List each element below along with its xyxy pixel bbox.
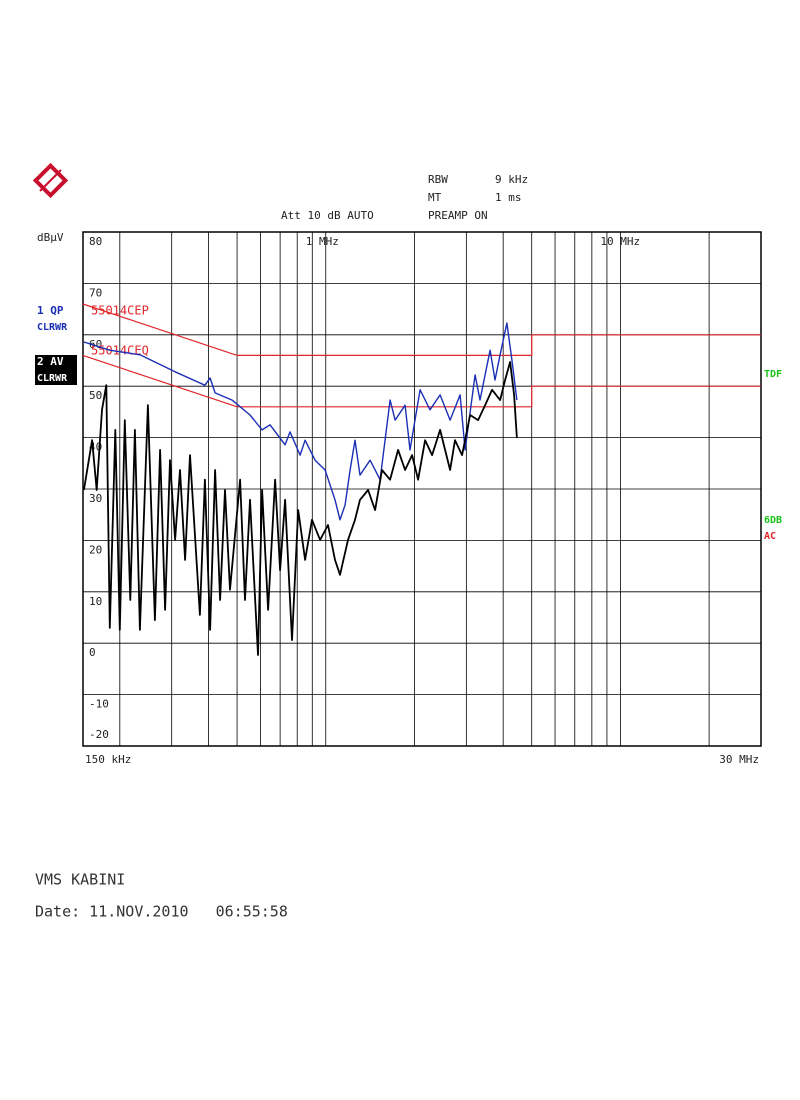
y-tick-label: 0 (89, 646, 96, 659)
mt-label: MT (428, 191, 442, 204)
y-tick-label: 50 (89, 389, 102, 402)
side-label: AC (764, 531, 776, 542)
x-tick-label: 10 MHz (600, 235, 640, 248)
side-label: TDF (764, 369, 782, 380)
y-tick-label: -10 (89, 698, 109, 711)
footer-date: Date: 11.NOV.2010 06:55:58 (35, 903, 288, 921)
side-label: 6DB (764, 515, 782, 526)
trace (83, 322, 518, 521)
rbw-value: 9 kHz (495, 173, 528, 186)
trace-name: 1 QP (37, 304, 64, 317)
limit-label: 55014CEP (91, 304, 149, 318)
trace (83, 361, 518, 656)
y-tick-label: -20 (89, 728, 109, 741)
trace-label-bg (35, 355, 77, 385)
trace-mode: CLRWR (37, 373, 68, 384)
logo (32, 162, 69, 199)
y-tick-label: 70 (89, 286, 102, 299)
limit-line (82, 354, 761, 408)
footer-title: VMS KABINI (35, 871, 125, 889)
y-tick-label: 20 (89, 543, 102, 556)
y-tick-label: 30 (89, 492, 102, 505)
mt-value: 1 ms (495, 191, 522, 204)
x-tick-label: 1 MHz (306, 235, 339, 248)
y-tick-label: 60 (89, 338, 102, 351)
y-tick-label: 10 (89, 595, 102, 608)
trace-name: 2 AV (37, 355, 64, 368)
y-axis-label: dBµV (37, 231, 64, 244)
preamp-label: PREAMP ON (428, 209, 488, 222)
trace-mode: CLRWR (37, 322, 68, 333)
x-tick-label: 30 MHz (719, 753, 759, 766)
y-tick-label: 80 (89, 235, 102, 248)
rbw-label: RBW (428, 173, 448, 186)
x-tick-label: 150 kHz (85, 753, 131, 766)
att-label: Att 10 dB AUTO (281, 209, 374, 222)
limit-line (82, 303, 761, 356)
